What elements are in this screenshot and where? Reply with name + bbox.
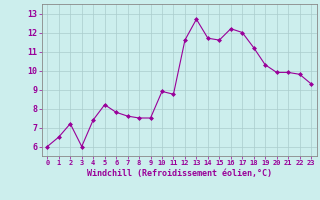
X-axis label: Windchill (Refroidissement éolien,°C): Windchill (Refroidissement éolien,°C) [87, 169, 272, 178]
